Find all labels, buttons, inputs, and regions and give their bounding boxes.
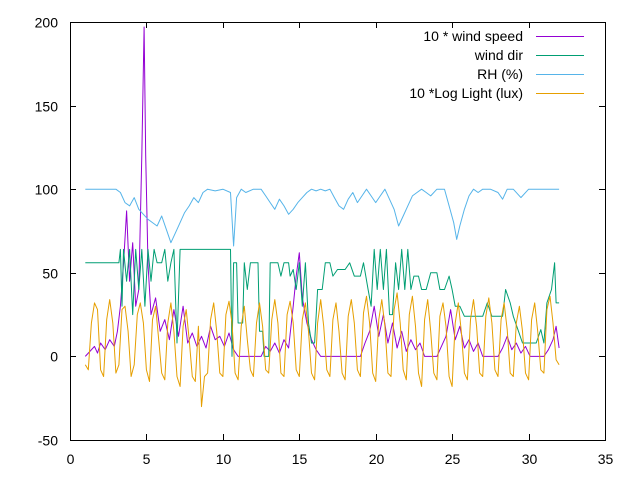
x-tick-label: 5 xyxy=(143,451,151,467)
y-tick-label: -50 xyxy=(38,433,58,449)
series-line-0 xyxy=(84,26,560,357)
x-tick-label: 20 xyxy=(369,451,385,467)
x-tick-label: 25 xyxy=(445,451,461,467)
series-line-3 xyxy=(84,292,560,408)
y-tick-label: 0 xyxy=(50,349,58,365)
plot-border xyxy=(70,22,606,441)
series-layer xyxy=(84,26,560,408)
ticks-layer: 0 5 10 15 20 25 30 35 -50 0 50 100 150 200 xyxy=(35,15,614,468)
y-tick-label: 200 xyxy=(35,15,59,31)
series-line-1 xyxy=(85,248,560,357)
legend-label-1: wind dir xyxy=(474,47,524,63)
x-tick-label: 15 xyxy=(292,451,308,467)
x-tick-label: 10 xyxy=(216,451,232,467)
y-tick-label: 50 xyxy=(42,266,58,282)
x-tick-label: 30 xyxy=(522,451,538,467)
legend-label-3: 10 *Log Light (lux) xyxy=(409,85,523,101)
series-line-2 xyxy=(85,188,560,247)
legend-label-0: 10 * wind speed xyxy=(423,28,523,44)
x-tick-label: 35 xyxy=(598,451,614,467)
y-tick-label: 100 xyxy=(35,182,59,198)
legend-label-2: RH (%) xyxy=(477,66,523,82)
x-tick-label: 0 xyxy=(67,451,75,467)
legend: 10 * wind speed wind dir RH (%) 10 *Log Lig… xyxy=(409,28,584,101)
y-tick-label: 150 xyxy=(35,99,59,115)
